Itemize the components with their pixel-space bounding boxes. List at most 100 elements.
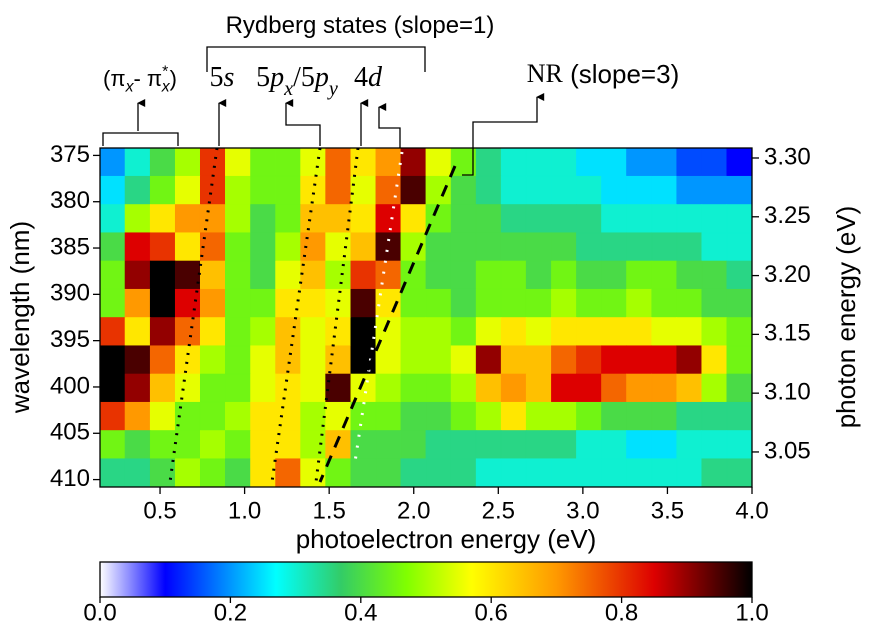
heatmap-cell	[500, 458, 527, 488]
heatmap-cell	[275, 260, 301, 290]
arrow-nr	[462, 93, 545, 176]
annotation: (πx- π* x)	[103, 63, 177, 95]
heatmap-cell	[651, 458, 678, 488]
heatmap-cell	[275, 175, 301, 205]
x-tick-label: 0.5	[143, 497, 176, 524]
heatmap-cell	[676, 430, 703, 460]
heatmap-cell	[601, 147, 627, 177]
heatmap-cell	[425, 317, 452, 347]
heatmap-cell	[149, 317, 176, 347]
heatmap-cell	[676, 147, 703, 177]
annotation-part: x	[283, 77, 293, 99]
heatmap-cell	[475, 147, 502, 177]
heatmap-cell	[400, 345, 427, 375]
heatmap-cell	[475, 430, 502, 460]
heatmap-cell	[300, 147, 326, 177]
heatmap-cell	[626, 458, 653, 488]
heatmap-cell	[300, 204, 326, 234]
y2-tick-label: 3.15	[764, 320, 811, 347]
heatmap-cell	[225, 373, 251, 403]
heatmap-cell	[350, 175, 377, 205]
heatmap-cell	[124, 232, 151, 262]
y2-tick-label: 3.10	[764, 379, 811, 406]
heatmap-cell	[250, 317, 276, 347]
heatmap-cell	[576, 175, 602, 205]
annotation-part: p	[313, 62, 329, 93]
y-axis-title: wavelength (nm)	[5, 221, 35, 414]
heatmap-cell	[525, 345, 552, 375]
x-tick-label: 2.5	[482, 497, 515, 524]
x-tick-label: 3.0	[566, 497, 599, 524]
heatmap-cell	[325, 373, 352, 403]
heatmap-cell	[626, 288, 653, 318]
heatmap-cell	[225, 317, 251, 347]
heatmap-cell	[225, 288, 251, 318]
heatmap-cell	[124, 260, 151, 290]
heatmap-cell	[199, 288, 226, 318]
heatmap-cell	[551, 175, 577, 205]
heatmap-cell	[701, 260, 728, 290]
heatmap-cell	[325, 204, 352, 234]
heatmap-cell	[400, 430, 427, 460]
heatmap-cell	[174, 430, 201, 460]
annotation-part: d	[368, 62, 383, 93]
heatmap-cell	[651, 288, 678, 318]
annotation: 5px/5py	[256, 62, 338, 99]
heatmap-cell	[174, 260, 201, 290]
heatmap-cell	[325, 288, 352, 318]
colorbar-tick-label: 0.0	[83, 599, 116, 626]
heatmap-cell	[626, 260, 653, 290]
heatmap-cell	[576, 430, 602, 460]
heatmap-cell	[626, 401, 653, 431]
heatmap-cell	[375, 175, 402, 205]
heatmap-cell	[475, 204, 502, 234]
heatmap-cell	[225, 175, 251, 205]
heatmap-cell	[551, 260, 577, 290]
heatmap-cell	[250, 288, 276, 318]
heatmap-cell	[576, 401, 602, 431]
heatmap-cell	[149, 430, 176, 460]
guide-lines	[168, 147, 457, 483]
heatmap-cell	[576, 288, 602, 318]
heatmap-cell	[375, 373, 402, 403]
heatmap-cell	[525, 204, 552, 234]
heatmap-cell	[174, 288, 201, 318]
colorbar-tick-label: 0.2	[214, 599, 247, 626]
heatmap-cell	[626, 175, 653, 205]
heatmap-cell	[400, 175, 427, 205]
annotation-part: *	[162, 63, 168, 80]
heatmap-cell	[475, 260, 502, 290]
heatmap-cell	[400, 401, 427, 431]
heatmap-cell	[99, 175, 126, 205]
heatmap-cell	[726, 430, 753, 460]
heatmap-cell	[325, 317, 352, 347]
heatmap-cell	[651, 175, 678, 205]
heatmap-cell	[225, 345, 251, 375]
annotation-part: 5	[256, 62, 270, 93]
bracket-rydberg	[206, 46, 426, 72]
heatmap-cell	[350, 147, 377, 177]
annotation-part: p	[268, 62, 284, 93]
heatmap-cell	[676, 204, 703, 234]
bracket-pi	[102, 132, 179, 146]
heatmap-cell	[99, 288, 126, 318]
heatmap-cell	[676, 232, 703, 262]
heatmap-cell	[676, 260, 703, 290]
heatmap-cell	[99, 260, 126, 290]
heatmap-cell	[425, 401, 452, 431]
heatmap-cell	[475, 288, 502, 318]
heatmap-cell	[726, 401, 753, 431]
heatmap-cell	[701, 401, 728, 431]
heatmap-cell	[149, 232, 176, 262]
heatmap-cell	[275, 345, 301, 375]
heatmap-cell	[124, 430, 151, 460]
heatmap-cell	[676, 345, 703, 375]
annotation-part: /5	[293, 62, 315, 93]
heatmap-cell	[174, 147, 201, 177]
heatmap-cell	[99, 373, 126, 403]
heatmap-cell	[576, 317, 602, 347]
heatmap-cell	[174, 317, 201, 347]
heatmap-cell	[475, 345, 502, 375]
heatmap-cell	[124, 288, 151, 318]
